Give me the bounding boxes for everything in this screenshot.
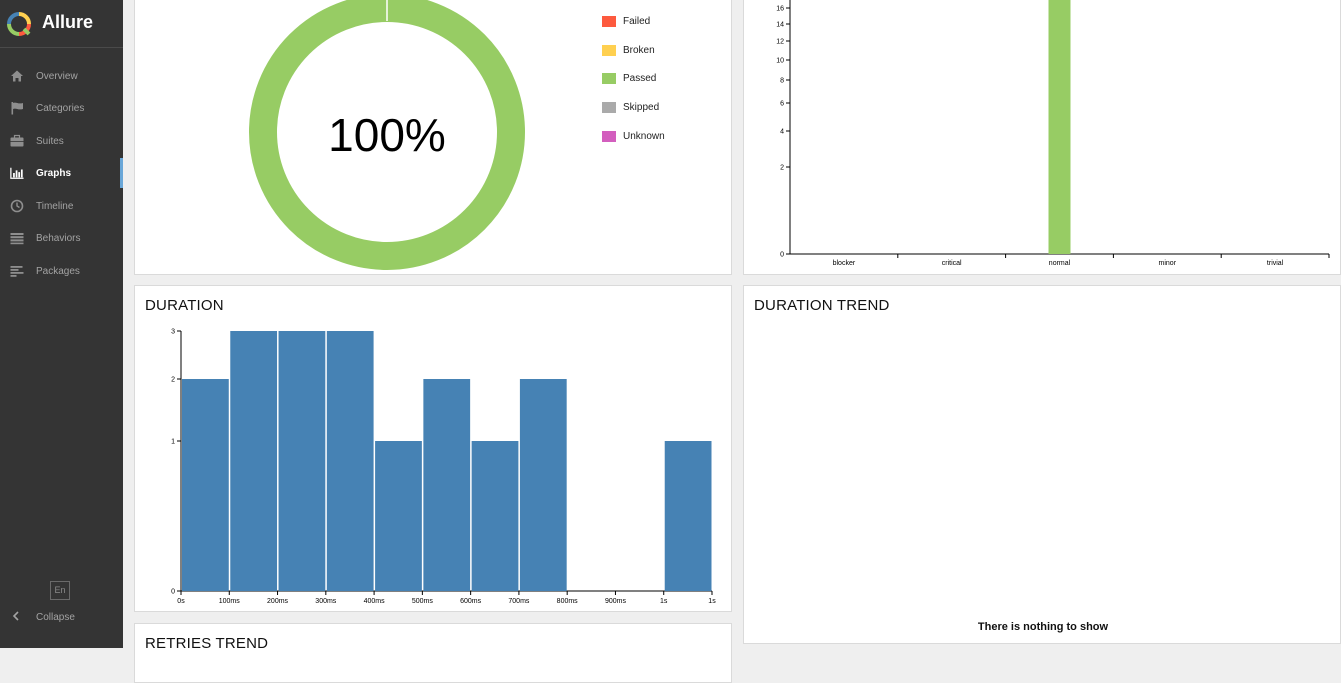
duration-trend-panel: DURATION TREND There is nothing to show xyxy=(743,285,1341,644)
retries-trend-panel: RETRIES TREND xyxy=(134,623,732,683)
retries-trend-title: RETRIES TREND xyxy=(145,635,269,652)
brand[interactable]: Allure xyxy=(0,0,123,48)
list-icon xyxy=(10,233,24,245)
sidebar-item-label: Overview xyxy=(36,71,78,82)
y-tick-label: 6 xyxy=(780,101,784,108)
legend-swatch xyxy=(602,44,616,56)
duration-histogram: 0 1 2 3 0s 100ms 200ms 300ms 400ms 500ms 600ms 700m… xyxy=(171,329,716,606)
x-tick-label: 500ms xyxy=(412,598,434,605)
status-chart-panel: 100% Failed Broken Passed Skipped Unknown xyxy=(134,0,732,275)
y-tick-label: 14 xyxy=(776,22,784,29)
sidebar-item-label: Categories xyxy=(36,103,85,114)
x-tick-label: trivial xyxy=(1267,260,1284,267)
legend-label: Passed xyxy=(623,73,657,85)
y-tick-label: 10 xyxy=(776,58,784,65)
x-tick-label: 100ms xyxy=(219,598,241,605)
x-tick-label: 200ms xyxy=(267,598,289,605)
brand-name: Allure xyxy=(42,12,94,32)
bar-chart-icon xyxy=(10,167,24,179)
sidebar-item-behaviors[interactable]: Behaviors xyxy=(0,223,123,253)
duration-bar[interactable] xyxy=(182,379,229,591)
sidebar-item-label: Graphs xyxy=(36,168,72,179)
y-tick-label: 8 xyxy=(780,78,784,85)
x-tick-label: 300ms xyxy=(315,598,337,605)
y-tick-label: 0 xyxy=(171,589,175,596)
status-donut-chart: 100% xyxy=(249,0,525,270)
y-tick-label: 16 xyxy=(776,6,784,13)
language-button[interactable]: En xyxy=(50,581,70,600)
sidebar-item-label: Timeline xyxy=(36,201,74,212)
duration-bar[interactable] xyxy=(471,441,519,591)
x-tick-label: 700ms xyxy=(508,598,530,605)
y-tick-label: 12 xyxy=(776,39,784,46)
severity-bar-normal[interactable] xyxy=(1048,0,1071,254)
legend-swatch xyxy=(602,73,616,85)
x-tick-label: 900ms xyxy=(605,598,627,605)
duration-bar[interactable] xyxy=(230,331,278,591)
allure-logo-icon xyxy=(7,12,31,36)
sidebar: Allure Overview Categories Suites Graphs… xyxy=(0,0,123,648)
collapse-button[interactable]: Collapse xyxy=(0,604,123,630)
y-tick-label: 3 xyxy=(171,329,175,336)
clock-icon xyxy=(10,199,24,213)
x-tick-label: minor xyxy=(1159,260,1177,267)
sidebar-item-categories[interactable]: Categories xyxy=(0,93,123,123)
sidebar-item-label: Packages xyxy=(36,266,80,277)
duration-trend-empty-message: There is nothing to show xyxy=(977,621,1109,633)
severity-chart-panel: 0 2 4 6 8 10 12 14 16 blocker critical normal minor t… xyxy=(743,0,1341,275)
y-tick-label: 2 xyxy=(171,377,175,384)
donut-center-label: 100% xyxy=(328,109,446,161)
home-icon xyxy=(11,70,23,82)
legend-label: Skipped xyxy=(623,102,660,114)
flag-icon xyxy=(11,102,23,115)
duration-bar[interactable] xyxy=(664,441,712,591)
legend-label: Broken xyxy=(623,44,655,56)
align-left-icon xyxy=(10,266,24,277)
duration-chart-panel: DURATION 0 1 2 3 0s 100ms 200ms 300ms 400ms 500ms… xyxy=(134,285,732,612)
x-tick-label: normal xyxy=(1049,260,1071,267)
y-tick-label: 1 xyxy=(171,439,175,446)
x-tick-label: 0s xyxy=(177,598,185,605)
y-tick-label: 0 xyxy=(780,252,784,259)
chevron-left-icon xyxy=(12,611,19,621)
legend-swatch xyxy=(602,16,616,27)
duration-panel-title: DURATION xyxy=(145,297,224,314)
sidebar-item-overview[interactable]: Overview xyxy=(0,61,123,91)
y-tick-label: 4 xyxy=(780,129,784,136)
duration-trend-title: DURATION TREND xyxy=(754,297,890,314)
x-tick-label: 1s xyxy=(660,598,668,605)
sidebar-item-graphs[interactable]: Graphs xyxy=(0,158,123,188)
x-tick-label: critical xyxy=(942,260,962,267)
duration-bar[interactable] xyxy=(423,379,471,591)
x-tick-label: blocker xyxy=(833,260,856,267)
x-tick-label: 1s xyxy=(708,598,716,605)
sidebar-item-timeline[interactable]: Timeline xyxy=(0,191,123,221)
duration-bar[interactable] xyxy=(375,441,422,591)
x-tick-label: 600ms xyxy=(460,598,482,605)
sidebar-item-packages[interactable]: Packages xyxy=(0,256,123,286)
duration-bar[interactable] xyxy=(519,379,567,591)
sidebar-item-suites[interactable]: Suites xyxy=(0,126,123,156)
severity-bar-chart: 0 2 4 6 8 10 12 14 16 blocker critical normal minor t… xyxy=(776,0,1330,267)
y-tick-label: 2 xyxy=(780,165,784,172)
x-tick-label: 800ms xyxy=(557,598,579,605)
sidebar-item-label: Suites xyxy=(36,136,64,147)
briefcase-icon xyxy=(10,134,24,147)
collapse-label: Collapse xyxy=(36,612,75,623)
legend-swatch xyxy=(602,130,616,142)
duration-bar[interactable] xyxy=(278,331,326,591)
legend-label: Unknown xyxy=(623,130,665,142)
sidebar-item-label: Behaviors xyxy=(36,233,81,244)
duration-bar[interactable] xyxy=(326,331,374,591)
legend-swatch xyxy=(602,102,616,114)
x-tick-label: 400ms xyxy=(364,598,386,605)
legend-label: Failed xyxy=(623,16,651,27)
